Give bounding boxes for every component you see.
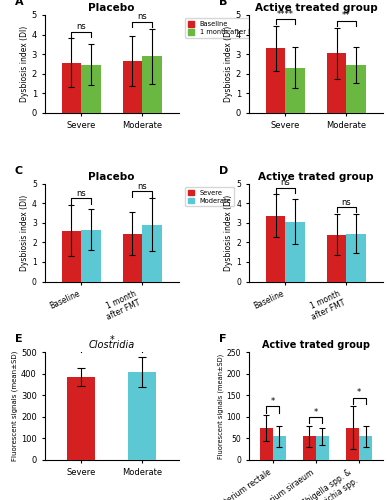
Bar	[266, 216, 285, 282]
Text: A: A	[15, 0, 24, 7]
Bar	[81, 230, 101, 281]
Bar	[346, 428, 359, 460]
Title: Active treated group: Active treated group	[255, 3, 377, 13]
Bar	[62, 230, 81, 281]
Text: E: E	[15, 334, 22, 344]
Text: B: B	[219, 0, 228, 7]
Title: Placebo: Placebo	[89, 3, 135, 13]
Text: **: **	[342, 12, 351, 20]
Bar	[346, 65, 366, 113]
Text: ns: ns	[342, 198, 351, 207]
Y-axis label: Dysbiosis index (DI): Dysbiosis index (DI)	[20, 26, 29, 102]
Bar	[142, 56, 162, 113]
Bar	[285, 222, 305, 282]
Bar	[346, 234, 366, 281]
Text: ns: ns	[137, 182, 147, 191]
Title: Clostridia: Clostridia	[89, 340, 135, 350]
Title: Placebo: Placebo	[89, 172, 135, 181]
Text: *: *	[109, 336, 114, 345]
Bar	[303, 436, 316, 460]
Bar	[359, 436, 372, 460]
Text: ns: ns	[137, 12, 147, 22]
Text: C: C	[15, 166, 23, 176]
Y-axis label: Dysbiosis index (DI): Dysbiosis index (DI)	[224, 26, 233, 102]
Bar	[62, 63, 81, 113]
Legend: Severe, Moderate: Severe, Moderate	[185, 187, 234, 206]
Y-axis label: Fluorescent signals (mean±SD): Fluorescent signals (mean±SD)	[217, 354, 224, 459]
Text: ****: ****	[277, 10, 294, 18]
Y-axis label: Fluorescent signals (mean±SD): Fluorescent signals (mean±SD)	[12, 351, 18, 462]
Bar	[260, 428, 272, 460]
Bar	[272, 436, 286, 460]
Bar	[142, 225, 162, 281]
Bar	[123, 61, 142, 113]
Text: F: F	[219, 334, 227, 344]
Bar	[285, 68, 305, 113]
Text: D: D	[219, 166, 228, 176]
Bar	[327, 234, 346, 282]
Bar	[266, 48, 285, 113]
Legend: Baseline, 1 month after FMT: Baseline, 1 month after FMT	[185, 18, 264, 38]
Text: ns: ns	[76, 189, 86, 198]
Text: *: *	[357, 388, 361, 397]
Bar	[123, 234, 142, 281]
Bar	[316, 436, 329, 460]
Bar	[327, 53, 346, 113]
Y-axis label: Dysbiosis index (DI): Dysbiosis index (DI)	[224, 194, 233, 270]
Bar	[128, 372, 156, 460]
Bar	[81, 65, 101, 113]
Bar	[67, 377, 95, 460]
Text: ns: ns	[281, 178, 290, 187]
Text: *: *	[271, 396, 275, 406]
Text: *: *	[314, 408, 318, 416]
Text: ns: ns	[76, 22, 86, 31]
Title: Active trated group: Active trated group	[262, 340, 370, 350]
Title: Active trated group: Active trated group	[258, 172, 374, 181]
Y-axis label: Dysbiosis index (DI): Dysbiosis index (DI)	[20, 194, 29, 270]
